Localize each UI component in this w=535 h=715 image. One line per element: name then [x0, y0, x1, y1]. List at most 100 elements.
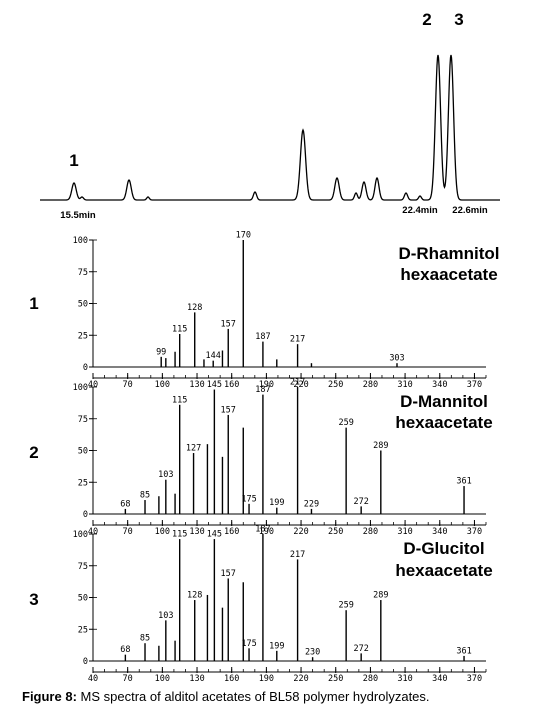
- x-tick-label: 250: [328, 674, 343, 684]
- y-tick-label: 100: [73, 236, 88, 246]
- x-tick-label: 160: [224, 527, 239, 537]
- panel-number: 3: [29, 590, 38, 609]
- peak-label-103: 103: [158, 611, 173, 621]
- x-tick-label: 100: [155, 674, 170, 684]
- y-tick-label: 50: [78, 447, 88, 457]
- x-tick-label: 40: [88, 380, 98, 390]
- y-tick-label: 50: [78, 594, 88, 604]
- peak-label-217: 217: [290, 378, 305, 388]
- x-tick-label: 370: [467, 527, 482, 537]
- peak-label-187: 187: [255, 332, 270, 342]
- peak-label-303: 303: [389, 354, 404, 364]
- x-tick-label: 250: [328, 380, 343, 390]
- peak-label-229: 229: [304, 499, 319, 509]
- peak-label-128: 128: [187, 591, 202, 601]
- spectrum-title-line2: hexaacetate: [400, 265, 497, 284]
- x-tick-label: 190: [259, 674, 274, 684]
- peak-number-1: 1: [69, 151, 78, 170]
- peak-label-199: 199: [269, 641, 284, 651]
- peak-label-99: 99: [156, 347, 166, 357]
- peak-label-170: 170: [236, 231, 251, 241]
- peak-number-3: 3: [454, 10, 463, 29]
- peak-label-199: 199: [269, 498, 284, 508]
- x-tick-label: 220: [293, 527, 308, 537]
- peak-label-217: 217: [290, 550, 305, 560]
- x-tick-label: 310: [397, 527, 412, 537]
- peak-label-361: 361: [456, 646, 471, 656]
- x-tick-label: 190: [259, 380, 274, 390]
- peak-label-175: 175: [241, 494, 256, 504]
- x-tick-label: 220: [293, 674, 308, 684]
- peak-label-115: 115: [172, 395, 187, 405]
- peak-label-217: 217: [290, 335, 305, 345]
- y-tick-label: 0: [83, 510, 88, 520]
- x-tick-label: 160: [224, 380, 239, 390]
- peak-label-187: 187: [255, 385, 270, 395]
- peak-label-230: 230: [305, 648, 320, 658]
- x-tick-label: 310: [397, 380, 412, 390]
- y-tick-label: 50: [78, 300, 88, 310]
- x-tick-label: 40: [88, 674, 98, 684]
- retention-time-label: 15.5min: [60, 210, 96, 221]
- x-tick-label: 370: [467, 380, 482, 390]
- chromatogram-trace: [40, 54, 500, 201]
- spectrum-title-line2: hexaacetate: [395, 413, 492, 432]
- x-tick-label: 100: [155, 527, 170, 537]
- peak-label-68: 68: [120, 645, 130, 655]
- peak-label-115: 115: [172, 530, 187, 540]
- peak-label-85: 85: [140, 491, 150, 501]
- peak-label-361: 361: [456, 477, 471, 487]
- peak-label-259: 259: [338, 418, 353, 428]
- x-tick-label: 130: [189, 380, 204, 390]
- y-tick-label: 100: [73, 530, 88, 540]
- peak-label-127: 127: [186, 444, 201, 454]
- retention-time-label: 22.4min: [402, 205, 438, 216]
- peak-label-187: 187: [255, 525, 270, 535]
- peak-label-103: 103: [158, 470, 173, 480]
- x-tick-label: 280: [363, 527, 378, 537]
- x-tick-label: 160: [224, 674, 239, 684]
- panel-number: 2: [29, 443, 38, 462]
- chromatogram: 1 2 3 15.5min 22.4min 22.6min: [40, 10, 500, 221]
- x-tick-label: 280: [363, 380, 378, 390]
- x-tick-label: 370: [467, 674, 482, 684]
- peak-label-68: 68: [120, 499, 130, 509]
- peak-label-85: 85: [140, 634, 150, 644]
- x-tick-label: 40: [88, 527, 98, 537]
- x-tick-label: 220: [293, 380, 308, 390]
- x-tick-label: 70: [123, 674, 133, 684]
- retention-time-label: 22.6min: [452, 205, 488, 216]
- peak-label-157: 157: [221, 319, 236, 329]
- peak-label-289: 289: [373, 591, 388, 601]
- peak-label-145: 145: [207, 380, 222, 390]
- x-tick-label: 130: [189, 674, 204, 684]
- y-tick-label: 25: [78, 625, 88, 635]
- y-tick-label: 0: [83, 657, 88, 667]
- peak-label-157: 157: [221, 569, 236, 579]
- peak-label-259: 259: [338, 601, 353, 611]
- caption-lead: Figure 8:: [22, 689, 77, 704]
- peak-number-2: 2: [422, 10, 431, 29]
- spectrum-title-line1: D-Glucitol: [403, 539, 484, 558]
- panel-number: 1: [29, 294, 38, 313]
- spectrum-title-line2: hexaacetate: [395, 561, 492, 580]
- x-tick-label: 100: [155, 380, 170, 390]
- peak-label-175: 175: [241, 639, 256, 649]
- spectrum-title-line1: D-Mannitol: [400, 392, 488, 411]
- x-tick-label: 340: [432, 380, 447, 390]
- peak-label-157: 157: [221, 405, 236, 415]
- x-tick-label: 250: [328, 527, 343, 537]
- x-tick-label: 280: [363, 674, 378, 684]
- peak-label-289: 289: [373, 441, 388, 451]
- peak-label-115: 115: [172, 324, 187, 334]
- peak-label-144: 144: [206, 351, 221, 361]
- x-tick-label: 340: [432, 674, 447, 684]
- x-tick-label: 340: [432, 527, 447, 537]
- y-tick-label: 0: [83, 363, 88, 373]
- figure-caption: Figure 8: MS spectra of alditol acetates…: [22, 689, 522, 704]
- y-tick-label: 75: [78, 268, 88, 278]
- x-tick-label: 130: [189, 527, 204, 537]
